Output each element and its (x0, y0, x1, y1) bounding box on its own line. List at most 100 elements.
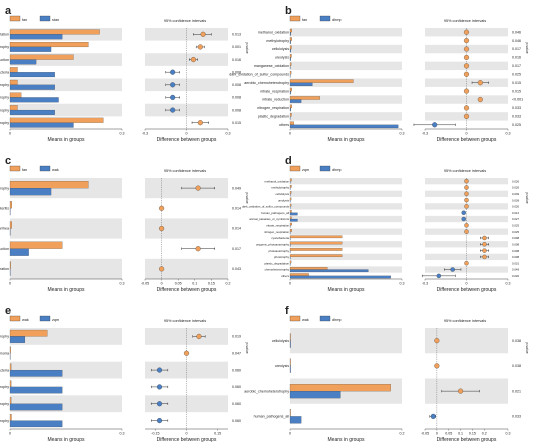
ci-title: 95% confidence intervals (444, 169, 486, 173)
category-label: photoautotrophy (0, 108, 9, 112)
legend-label-dhmp: dhmp (332, 18, 342, 22)
bar-fan (9, 117, 104, 123)
diff-point (156, 401, 163, 407)
bar-dhmp (289, 82, 313, 87)
diff-point (159, 266, 165, 272)
diff-point (196, 333, 202, 339)
bar-zqm (289, 229, 292, 232)
category-label: aerobic_chemoheterotrophy (244, 81, 289, 85)
row-stripe-left (10, 218, 122, 239)
category-label: fermentation (0, 33, 9, 37)
right-tick-label: 0.2 (226, 282, 231, 286)
bar-fan (9, 105, 18, 111)
p-value: 0.021 (512, 389, 521, 393)
bar-zqm (289, 222, 292, 226)
row-stripe-left (290, 253, 402, 261)
category-label: chemoheterotrophy (0, 121, 9, 125)
p-value: 0.017 (512, 47, 521, 51)
bar-zqm (289, 197, 292, 201)
p-value: 0.039 (512, 192, 520, 196)
panel-label: a (5, 5, 12, 17)
bar-wak (289, 409, 291, 417)
p-value: 0.015 (512, 89, 521, 93)
legend-label-dhmp: dhmp (332, 318, 342, 322)
legend-label-dhmp: dhmp (332, 168, 342, 172)
ci-title: 95% confidence intervals (164, 19, 206, 23)
legend-label-zqm: zqm (52, 318, 59, 322)
left-tick-label: 0 (9, 282, 11, 286)
right-tick-label: 0.05 (445, 432, 452, 436)
row-stripe-left (290, 28, 402, 37)
legend-label-wak: wak (22, 318, 29, 322)
row-stripe-right (145, 28, 228, 41)
diff-point (156, 418, 163, 424)
category-label: cellulolysis (272, 339, 289, 343)
row-stripe-left (290, 95, 402, 104)
p-value: 0.008 (232, 96, 241, 100)
bar-dhmp (289, 269, 369, 273)
bar-zqm (289, 210, 292, 213)
p-value: 0.008 (232, 108, 241, 112)
right-tick-label: 0 (466, 132, 468, 136)
p-value: 0.016 (512, 56, 521, 60)
category-label: nitrate_respiration (266, 224, 289, 228)
p-value: 0.016 (232, 58, 241, 62)
diff-point (170, 82, 176, 88)
bar-stan (9, 97, 59, 103)
p-value: 0.049 (232, 186, 241, 190)
bar-zqm (9, 369, 63, 377)
legend-swatch-stan (39, 15, 51, 22)
bar-zqm (289, 248, 343, 251)
bar-zqm (289, 184, 292, 188)
right-tick-label: 0.15 (214, 432, 221, 436)
right-tick-label: 0.3 (506, 132, 511, 136)
p-value: 0.025 (512, 230, 520, 234)
row-stripe-left (290, 190, 402, 197)
panel-label: e (5, 305, 11, 317)
diff-point (430, 413, 436, 419)
bar-fan (9, 201, 12, 209)
p-value: 0.039 (512, 198, 520, 202)
right-axis-title: Difference between groups (157, 137, 217, 143)
bar-zqm (9, 403, 63, 411)
category-label: human_pathogens_all (254, 415, 290, 419)
p-value: 0.025 (512, 224, 520, 228)
p-value: 0.012 (512, 211, 520, 215)
category-label: methanol_oxidation (258, 30, 289, 34)
bar-wak (289, 333, 291, 341)
category-label: aerobic_chemoheterotrophy (0, 186, 9, 190)
p-value: 0.008 (512, 242, 520, 246)
p-value: 0.031 (512, 261, 520, 265)
p-value: 0.015 (512, 81, 521, 85)
p-value: 0.033 (512, 415, 521, 419)
category-label: nitrogen_respiration (264, 230, 289, 234)
bar-fan (289, 28, 292, 33)
right-tick-label: -0.3 (142, 132, 148, 136)
category-label: cyanobacteria (271, 236, 289, 240)
right-tick-label: 0.3 (226, 132, 231, 136)
p-value: 0.008 (232, 70, 241, 74)
bar-zqm (289, 273, 309, 276)
right-tick-label: 0.15 (208, 282, 215, 286)
row-stripe-left (290, 44, 402, 54)
category-label: plastic_degradation (258, 115, 289, 119)
bar-wak (9, 363, 12, 371)
p-value: 0.025 (512, 72, 521, 76)
bar-zqm (289, 203, 292, 207)
right-axis-title: Difference between groups (437, 437, 497, 443)
left-axis-title: Means in groups (48, 287, 85, 293)
diff-point (464, 229, 469, 234)
diff-point (463, 88, 470, 94)
category-label: nitrate_respiration (260, 89, 289, 93)
category-label: cyanobacteria (0, 368, 9, 372)
diff-point (463, 46, 470, 52)
bar-zqm (289, 241, 343, 245)
bar-wak (289, 384, 391, 392)
row-stripe-right (425, 253, 508, 261)
bar-fan (9, 79, 18, 85)
legend-swatch-wak (9, 315, 21, 322)
bar-zqm (9, 336, 26, 343)
right-tick-label: -0.05 (141, 282, 149, 286)
p-value: 0.060 (232, 385, 241, 389)
